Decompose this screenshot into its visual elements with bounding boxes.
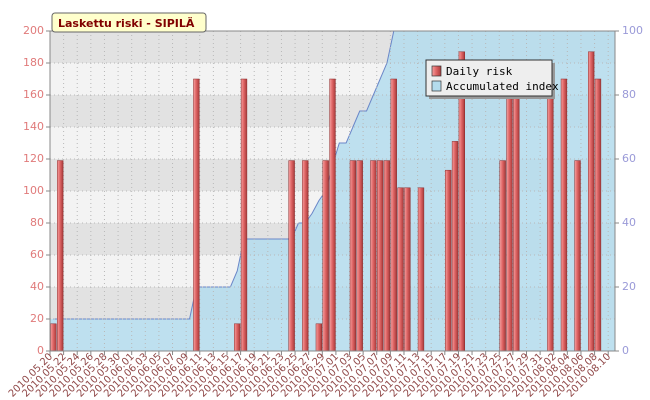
bar <box>390 78 397 352</box>
grid-layer <box>49 30 615 352</box>
y-tick-label: 20 <box>30 312 44 325</box>
bar <box>57 160 64 352</box>
bar-layer <box>50 51 602 352</box>
bar <box>445 169 452 352</box>
y2-tick-label: 20 <box>622 280 636 293</box>
bar <box>513 78 520 352</box>
bar <box>404 187 411 352</box>
y2-tick-label: 100 <box>622 24 643 37</box>
y2-tick-label: 40 <box>622 216 636 229</box>
bar <box>356 160 363 352</box>
bar <box>50 323 57 352</box>
y-tick-label: 80 <box>30 216 44 229</box>
bar <box>302 160 309 352</box>
bar <box>499 160 506 352</box>
y-tick-label: 40 <box>30 280 44 293</box>
bar <box>588 51 595 352</box>
y-tick-label: 180 <box>23 56 44 69</box>
bar <box>370 160 377 352</box>
bar <box>397 187 404 352</box>
axes-layer: 0204060801001201401601802000204060801002… <box>7 24 643 400</box>
legend-label: Daily risk <box>446 65 513 78</box>
legend-swatch <box>431 65 442 77</box>
y2-tick-label: 0 <box>622 344 629 357</box>
bar <box>193 78 200 352</box>
bar <box>506 78 513 352</box>
bar <box>288 160 295 352</box>
y2-tick-label: 60 <box>622 152 636 165</box>
bar <box>376 160 384 352</box>
bar <box>547 78 554 352</box>
bar <box>234 323 241 352</box>
legend-swatch <box>431 80 442 92</box>
chart-title: Laskettu riski - SIPILÄ <box>58 16 195 30</box>
y-tick-label: 200 <box>23 24 44 37</box>
legend-box <box>425 59 553 97</box>
legend: Daily risk Accumulated index <box>425 59 559 99</box>
bar <box>329 78 336 352</box>
title-box <box>51 12 207 33</box>
bar <box>594 78 602 352</box>
y-tick-label: 160 <box>23 88 44 101</box>
y-tick-label: 140 <box>23 120 44 133</box>
legend-label: Accumulated index <box>446 80 559 93</box>
bar <box>322 160 329 352</box>
y-tick-label: 60 <box>30 248 44 261</box>
bar <box>349 160 357 352</box>
y-tick-label: 0 <box>37 344 44 357</box>
y2-tick-label: 80 <box>622 88 636 101</box>
bar <box>417 187 425 352</box>
bar <box>315 323 323 352</box>
bar <box>451 141 459 352</box>
y-tick-label: 120 <box>23 152 44 165</box>
bar <box>240 78 248 352</box>
bar <box>383 160 391 352</box>
bar <box>560 78 568 352</box>
y-tick-label: 100 <box>23 184 44 197</box>
bar <box>574 160 581 352</box>
